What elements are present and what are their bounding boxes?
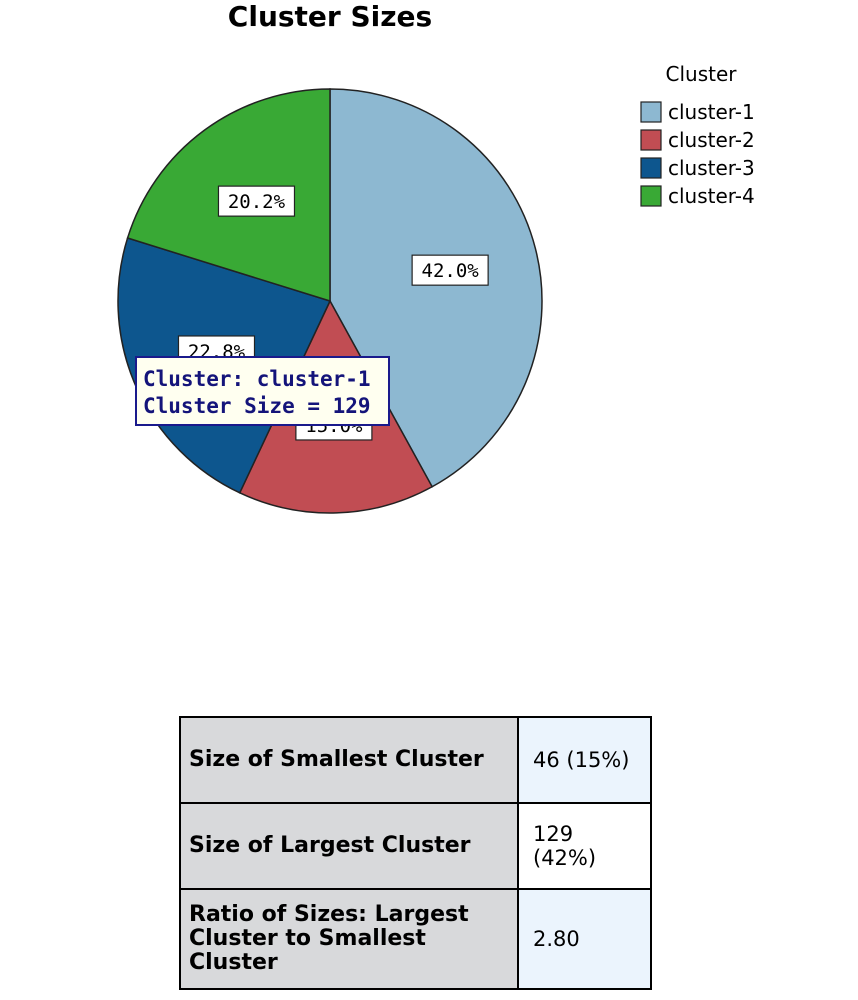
slice-label-box [217, 185, 296, 217]
row-label-ratio: Ratio of Sizes: Largest Cluster to Small… [179, 888, 519, 990]
legend-label-cluster-3: cluster-3 [668, 156, 755, 180]
legend: Cluster cluster-1 cluster-2 cluster-3 clust… [640, 62, 755, 208]
legend-swatch-cluster-2 [640, 129, 662, 151]
pie-chart: Cluster Sizes 42.0%15.0%22.8%20.2% Clust… [117, 0, 755, 514]
slice-label-cluster-1: 42.0% [411, 254, 489, 286]
legend-label-cluster-4: cluster-4 [668, 184, 755, 208]
slice-label-cluster-4: 20.2% [217, 185, 296, 217]
slice-label-box [411, 254, 489, 286]
slice-label-text: 20.2% [228, 191, 286, 213]
slice-tooltip: Cluster: cluster-1 Cluster Size = 129 [135, 356, 390, 426]
pie-slices [117, 88, 543, 514]
row-value-ratio: 2.80 [517, 888, 652, 990]
legend-label-cluster-1: cluster-1 [668, 100, 755, 124]
legend-swatch-cluster-4 [640, 185, 662, 207]
row-label-largest: Size of Largest Cluster [179, 802, 519, 890]
row-label-smallest: Size of Smallest Cluster [179, 716, 519, 804]
row-value-largest: 129 (42%) [517, 802, 652, 890]
table-row: Size of Largest Cluster 129 (42%) [179, 802, 652, 890]
tooltip-line-cluster: Cluster: cluster-1 [143, 367, 371, 391]
tooltip-line-size: Cluster Size = 129 [143, 394, 371, 418]
legend-swatch-cluster-3 [640, 157, 662, 179]
legend-label-cluster-2: cluster-2 [668, 128, 755, 152]
table-row: Size of Smallest Cluster 46 (15%) [179, 716, 652, 804]
cluster-summary-table: Size of Smallest Cluster 46 (15%) Size o… [179, 716, 652, 990]
row-value-smallest: 46 (15%) [517, 716, 652, 804]
slice-label-text: 42.0% [422, 260, 480, 282]
chart-title: Cluster Sizes [228, 0, 432, 33]
table-row: Ratio of Sizes: Largest Cluster to Small… [179, 888, 652, 990]
legend-title: Cluster [666, 62, 738, 86]
legend-swatch-cluster-1 [640, 101, 662, 123]
